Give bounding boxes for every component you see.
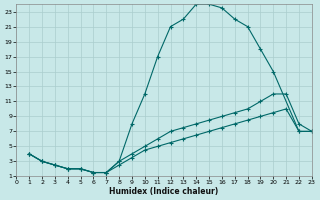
X-axis label: Humidex (Indice chaleur): Humidex (Indice chaleur) — [109, 187, 219, 196]
